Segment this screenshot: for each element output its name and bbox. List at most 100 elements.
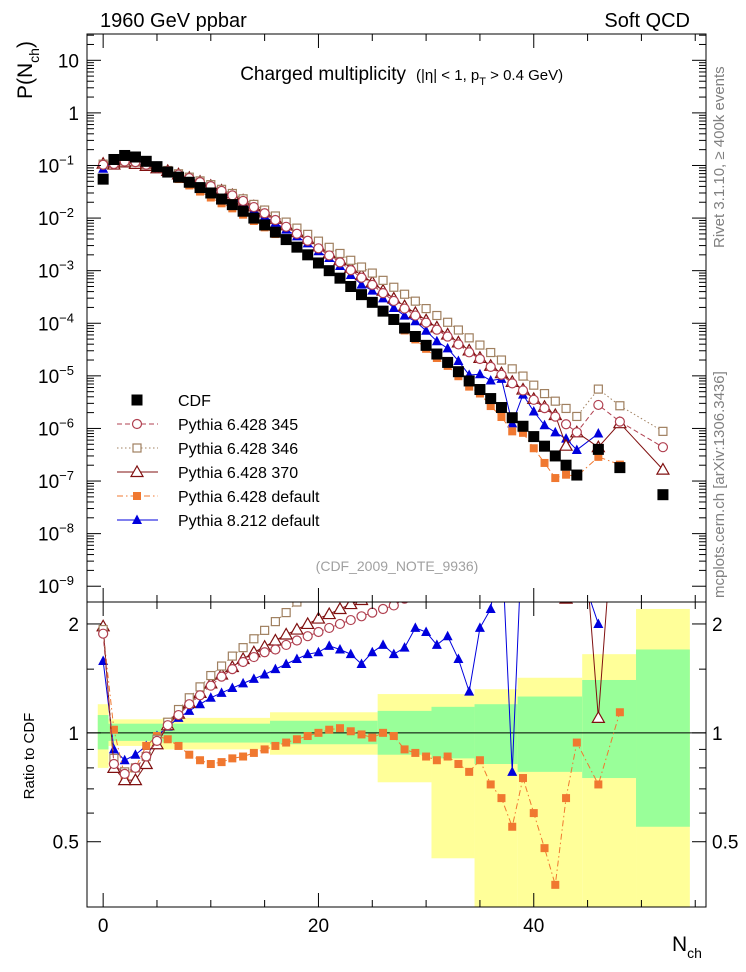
title-cuts-tail: > 0.4 GeV)	[486, 67, 563, 84]
ratio-point	[108, 743, 119, 754]
ratio-tick-label-left: 0.5	[53, 833, 79, 854]
data-point	[259, 208, 270, 219]
ratio-point	[357, 730, 366, 739]
ratio-point	[388, 602, 399, 611]
data-point	[313, 243, 324, 254]
ratio-point	[368, 733, 377, 742]
ratio-point	[281, 639, 292, 651]
ratio-point	[237, 656, 249, 668]
ratio-point	[400, 745, 409, 754]
ratio-axis-label: Ratio to CDF	[21, 713, 38, 800]
header-right: Soft QCD	[604, 10, 690, 32]
ratio-point	[332, 602, 348, 615]
data-point	[593, 428, 604, 438]
data-point	[367, 268, 377, 278]
data-point	[377, 288, 389, 299]
y-tick-label: 10	[58, 51, 79, 72]
ratio-point	[367, 607, 378, 618]
data-point	[421, 325, 432, 335]
legend-marker	[133, 492, 141, 500]
data-point	[497, 413, 506, 422]
data-point	[421, 317, 432, 328]
data-point	[377, 305, 389, 317]
ratio-point	[591, 710, 606, 723]
ratio-point	[194, 690, 206, 701]
data-point	[506, 412, 518, 424]
data-point	[323, 265, 335, 277]
ratio-point	[454, 760, 463, 769]
data-point	[399, 322, 411, 334]
data-point	[453, 339, 464, 350]
ratio-point	[322, 606, 337, 620]
ratio-point	[119, 754, 130, 765]
ratio-point	[343, 602, 358, 610]
ratio-point	[303, 732, 312, 741]
data-point	[431, 335, 442, 346]
ratio-point	[216, 671, 227, 682]
ratio-point	[388, 648, 399, 659]
ratio-point	[313, 626, 324, 638]
data-point	[367, 279, 378, 290]
ratio-point	[345, 648, 356, 659]
data-point	[540, 458, 549, 467]
data-point	[550, 426, 561, 437]
ratio-point	[184, 699, 195, 710]
ratio-point	[260, 625, 270, 635]
ratio-point	[389, 732, 398, 741]
data-point	[518, 371, 528, 381]
data-point	[571, 427, 582, 438]
data-point	[593, 384, 603, 394]
data-point	[280, 234, 292, 246]
y-tick-label: 10−7	[38, 468, 74, 493]
ratio-point	[270, 644, 281, 655]
data-point	[302, 249, 314, 261]
ratio-point	[594, 780, 603, 789]
legend-marker	[129, 464, 145, 478]
ratio-point	[216, 687, 227, 697]
data-point	[561, 403, 571, 414]
ratio-point	[227, 664, 238, 675]
data-point	[464, 347, 475, 358]
data-point	[539, 402, 550, 414]
ratio-point	[205, 680, 216, 691]
legend: CDF Pythia 6.428 345 Pythia 6.428 346 Pythi…	[117, 393, 320, 530]
x-tick-label: 20	[308, 916, 329, 937]
data-point	[345, 265, 356, 276]
ratio-point	[540, 844, 549, 853]
y-tick-label: 10−6	[38, 415, 74, 440]
ratio-point	[248, 673, 259, 683]
legend-label: CDF	[178, 393, 211, 410]
data-point	[508, 427, 517, 436]
data-point	[529, 444, 538, 453]
legend-label: Pythia 6.428 default	[178, 489, 320, 506]
ratio-point	[128, 772, 143, 786]
data-point	[507, 378, 518, 389]
ratio-tick-label-right: 2	[712, 615, 723, 636]
x-axis-label: Nch	[672, 933, 702, 961]
data-point	[248, 212, 260, 224]
y-tick-label: 10−2	[38, 205, 74, 230]
ratio-point	[259, 668, 270, 679]
data-point	[485, 375, 496, 385]
ratio-point	[279, 627, 294, 640]
data-point	[657, 442, 669, 453]
ratio-point	[464, 686, 475, 696]
ratio-point	[442, 630, 453, 641]
ratio-point	[239, 752, 248, 761]
x-axis-label-sub: ch	[687, 945, 702, 961]
data-point	[378, 275, 388, 285]
data-point	[334, 257, 346, 268]
legend-marker	[131, 394, 143, 406]
data-point	[388, 302, 399, 313]
data-point	[549, 450, 561, 462]
ratio-point	[377, 603, 389, 615]
ratio-point	[367, 646, 378, 657]
header-left: 1960 GeV ppbar	[100, 10, 247, 32]
band-inner	[636, 649, 690, 827]
data-point	[399, 303, 410, 314]
ratio-point	[379, 728, 388, 737]
data-point	[614, 462, 626, 474]
data-point	[432, 310, 442, 321]
data-point	[443, 317, 453, 327]
ratio-frame	[86, 601, 707, 908]
